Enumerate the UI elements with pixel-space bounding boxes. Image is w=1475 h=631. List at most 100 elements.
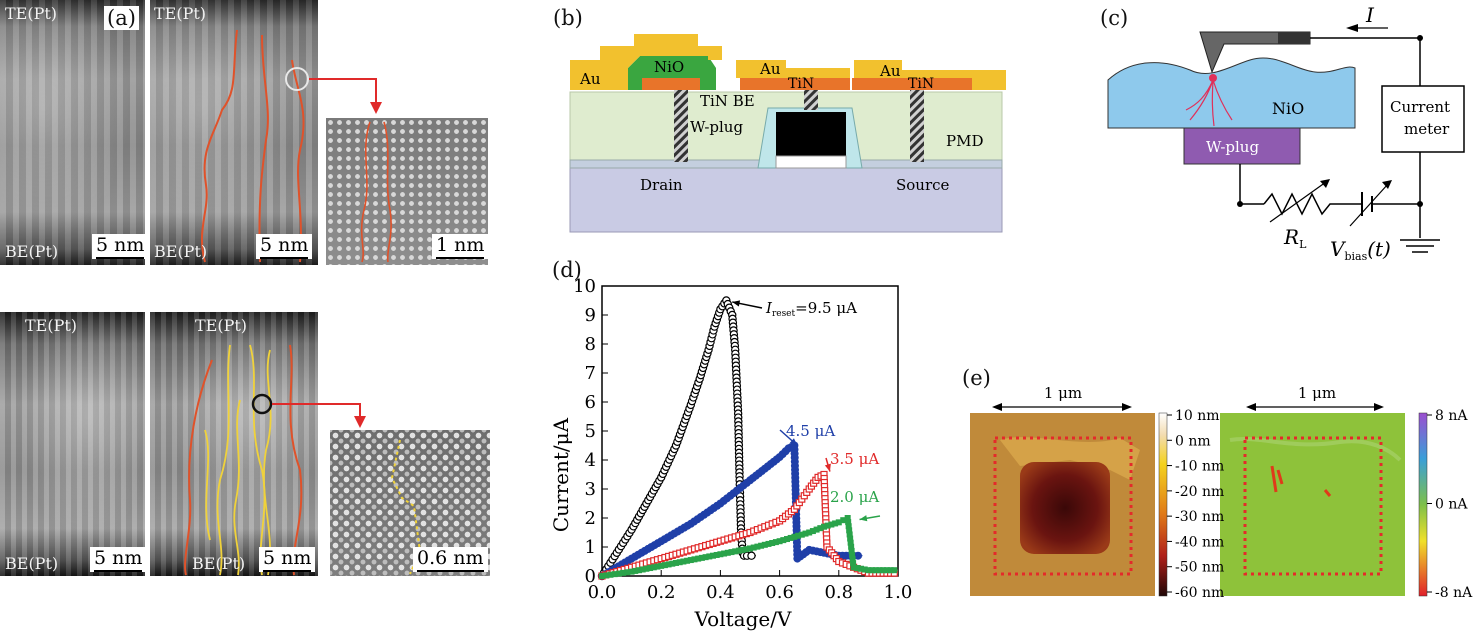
data-point [813,526,820,533]
scale-bar: 1 nm [432,234,489,259]
data-point [691,556,698,563]
data-point [791,533,798,540]
data-point [743,546,750,553]
tem-image-bottom-right [150,312,318,576]
te-label: TE(Pt) [25,316,78,335]
x-tick-label: 1.0 [884,582,913,603]
data-point [846,527,853,534]
data-point [702,554,709,561]
panel-c-letter: (c) [1100,6,1129,30]
filament-trace [249,344,266,576]
x-tick-label: 0.0 [588,582,617,603]
tem-image-top-right [150,0,318,265]
x-tick-label: 0.4 [706,582,735,603]
data-point [887,567,894,574]
data-point [620,569,627,576]
data-point [858,565,864,572]
reset-subscript: reset [772,309,796,319]
reset-symbol: I [765,299,773,317]
current-meter [1381,85,1465,153]
y-tick-label: 2 [585,508,596,529]
y-tick-label: 7 [585,363,596,384]
data-point [832,520,839,527]
filament-trace [291,59,305,263]
current-symbol: I [1365,3,1375,27]
data-point [772,539,779,546]
data-point [824,522,831,529]
data-point [739,546,746,553]
cafm-circuit: I NiO W-plug Current meter RL Vbias(t) [1107,3,1465,263]
colorbar-tick-label: 8 nA [1435,408,1468,424]
annotation-2p0: 2.0 μA [830,488,879,506]
y-tick-label: 9 [585,305,596,326]
data-point [817,525,824,532]
data-point [673,559,679,566]
annotation-3p5: 3.5 μA [830,450,879,468]
data-point [643,565,650,572]
data-point [848,543,855,550]
highlight-circle [285,67,309,91]
scale-bar-label: 1 nm [436,234,485,256]
data-point [732,548,739,555]
be-label: BE(Pt) [5,554,59,573]
tin-layer [740,78,850,90]
data-point [865,567,872,574]
be-label: BE(Pt) [5,242,59,261]
data-point [850,564,857,571]
data-point [809,528,816,535]
annotation-arrowhead [824,463,831,472]
bias-subscript: bias [1344,250,1367,263]
tem-image-bottom-left [0,312,145,576]
substrate [569,165,1003,233]
data-point [721,550,728,557]
filament-trace [383,121,392,263]
data-point [876,567,883,574]
filament-trace [184,359,213,576]
data-point [848,547,855,554]
device-cross-section: Au NiO Au TiN Au TiN TiN BE W-plug PMD D… [569,34,1006,233]
data-point [647,565,654,572]
scale-bar: 0.6 nm [413,547,488,572]
nio-film [1107,57,1356,129]
w-plug [910,88,924,162]
bias-label: Vbias(t) [1330,237,1391,263]
te-label: TE(Pt) [195,316,248,335]
label-source: Source [896,176,950,194]
data-point [728,549,735,556]
data-point [840,517,847,524]
data-point [661,562,668,569]
label-tin: TiN [908,76,934,92]
data-point [850,560,857,567]
current-colorbar [1418,412,1428,597]
y-tick-label: 4 [585,450,596,471]
filament-trace [263,349,272,576]
data-point [872,567,879,574]
data-point [717,551,724,558]
data-point [828,521,835,528]
data-point [821,523,827,530]
data-point [845,523,852,530]
scale-bar-label: 0.6 nm [417,547,484,569]
tem-image-top-left [0,0,145,265]
resistor-label: RL [1283,225,1307,251]
scale-bar-label: 5 nm [96,234,145,256]
data-point [628,568,635,575]
data-point [758,542,765,549]
panel-a-letter: (a) [104,6,139,30]
x-axis-title: Voltage/V [694,607,792,631]
data-point [849,551,856,558]
data-point [687,557,694,564]
data-point [724,549,731,556]
data-point [847,535,854,542]
data-point [658,562,665,569]
data-point [639,566,646,573]
te-label: TE(Pt) [5,4,58,23]
data-point [599,573,605,579]
label-wplug: W-plug [690,118,743,136]
colorbar-tick-label: 0 nA [1435,497,1468,513]
data-point [798,531,805,538]
be-label: BE(Pt) [192,554,246,573]
panel-b-letter: (b) [553,6,583,30]
data-point [698,554,705,561]
colorbar-tick-label: -60 nm [1175,585,1224,601]
